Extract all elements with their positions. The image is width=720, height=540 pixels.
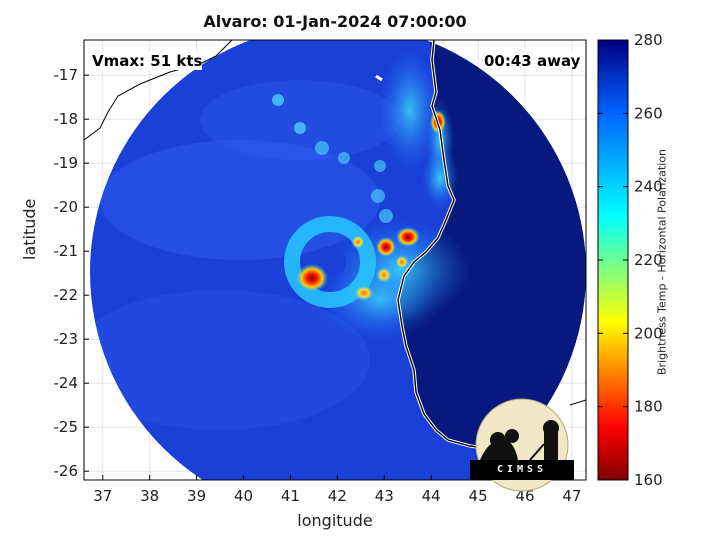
convective-cell: [296, 264, 328, 292]
y-tick-label: -26: [54, 462, 79, 480]
colorbar-tick-label: 260: [634, 104, 663, 122]
colorbar-tick-label: 180: [634, 398, 663, 416]
convective-cell: [395, 255, 409, 269]
x-tick-label: 39: [187, 487, 206, 505]
axes-frame: [83, 39, 587, 481]
colorbar-tick-label: 200: [634, 324, 663, 342]
x-tick-label: 44: [422, 487, 441, 505]
map-title: Alvaro: 01-Jan-2024 07:00:00: [203, 12, 467, 31]
y-axis: -17 -18 -19 -20 -21 -22 -23 -24 -25 -26: [54, 66, 89, 480]
convective-cell: [354, 285, 374, 301]
y-tick-label: -17: [54, 66, 79, 84]
x-tick-label: 47: [562, 487, 581, 505]
y-tick-label: -18: [54, 110, 79, 128]
y-tick-label: -25: [54, 418, 79, 436]
colorbar-tick-label: 220: [634, 251, 663, 269]
x-tick-label: 46: [515, 487, 534, 505]
y-tick-label: -23: [54, 330, 79, 348]
colorbar-tick-label: 160: [634, 471, 663, 489]
coastline: [397, 40, 501, 451]
y-tick-label: -20: [54, 198, 79, 216]
time-away-label: 00:43 away: [484, 52, 581, 70]
convective-cell: [396, 227, 420, 247]
colorbar-tick-label: 280: [634, 31, 663, 49]
x-axis-label: longitude: [297, 511, 373, 530]
x-tick-label: 45: [469, 487, 488, 505]
convective-cell: [351, 235, 365, 249]
logo-text: CIMSS: [496, 464, 548, 475]
y-tick-label: -22: [54, 286, 79, 304]
x-tick-label: 38: [140, 487, 159, 505]
colorbar-ticks: 280 260 240 220 200 180 160: [598, 31, 663, 489]
x-tick-label: 40: [234, 487, 253, 505]
vmax-label: Vmax: 51 kts: [92, 52, 203, 70]
convective-cell: [376, 237, 396, 257]
mainland-coastline: [84, 40, 233, 141]
colorbar-label: Brightness Temp - Horizontal Polarizatio…: [655, 149, 669, 375]
y-tick-label: -24: [54, 374, 79, 392]
cimss-logo: [470, 398, 574, 492]
x-axis: 37 38 39 40 41 42 43 44 45 46 47: [93, 475, 581, 505]
y-tick-label: -19: [54, 154, 79, 172]
y-axis-label: latitude: [20, 198, 39, 260]
x-tick-label: 43: [375, 487, 394, 505]
x-tick-label: 37: [93, 487, 112, 505]
y-tick-label: -21: [54, 242, 79, 260]
satellite-swath: [84, 40, 586, 480]
x-tick-label: 42: [328, 487, 347, 505]
convective-cell: [376, 267, 392, 283]
x-tick-label: 41: [281, 487, 300, 505]
colorbar-tick-label: 240: [634, 178, 663, 196]
